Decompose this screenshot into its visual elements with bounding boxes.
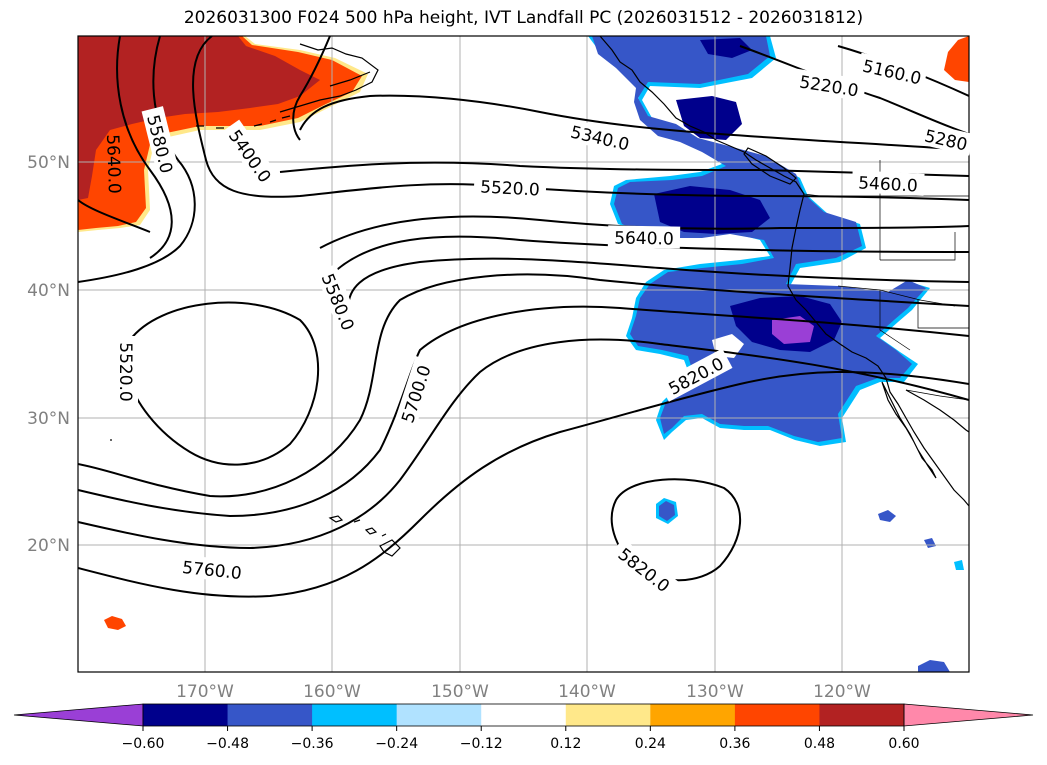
colorbar-tick-label: 0.36 xyxy=(719,736,750,752)
colorbar-arrow-right xyxy=(903,703,1034,727)
negative-ivt-spot-south xyxy=(918,660,950,672)
negative-ivt-spot-mex xyxy=(924,538,936,548)
colorbar-segment xyxy=(312,704,398,726)
contour-label-5640-nw: 5640.0 xyxy=(102,134,124,194)
lon-label-140w: 140°W xyxy=(558,682,616,702)
negative-ivt-core-central xyxy=(654,186,770,234)
lat-label-50n: 50°N xyxy=(27,153,70,173)
colorbar-segment xyxy=(565,704,651,726)
negative-ivt-spot-mex2 xyxy=(954,560,964,570)
colorbar-tick-label: −0.12 xyxy=(460,736,503,752)
lon-label-150w: 150°W xyxy=(431,682,489,702)
lon-label-170w: 170°W xyxy=(176,682,234,702)
latitude-labels: 50°N 40°N 30°N 20°N xyxy=(27,153,70,556)
contour-line xyxy=(78,338,969,550)
contour-label-5640-east: 5640.0 xyxy=(614,228,674,249)
contour-label-5460: 5460.0 xyxy=(858,173,918,196)
negative-ivt-core-north2 xyxy=(700,38,752,58)
colorbar-segment xyxy=(734,704,820,726)
map-title: 2026031300 F024 500 hPa height, IVT Land… xyxy=(183,8,864,28)
colorbar-tick-label: 0.48 xyxy=(804,736,835,752)
contour-label-5220: 5220.0 xyxy=(798,72,860,101)
contour-line xyxy=(192,36,969,201)
mexico-coast xyxy=(905,389,969,433)
lon-label-160w: 160°W xyxy=(303,682,361,702)
colorbar-segment xyxy=(819,704,905,726)
lon-label-130w: 130°W xyxy=(686,682,744,702)
colorbar-tick-label: −0.24 xyxy=(375,736,418,752)
longitude-labels: 170°W 160°W 150°W 140°W 130°W 120°W xyxy=(176,682,871,702)
colorbar-tick-label: −0.36 xyxy=(291,736,334,752)
alaska-coast xyxy=(279,43,379,113)
negative-ivt-spot-hawaii-ne-core xyxy=(659,501,675,521)
colorbar-frame xyxy=(142,703,905,727)
colorbar-tick-label: 0.12 xyxy=(550,736,581,752)
bc-coast xyxy=(599,36,805,195)
contour-line xyxy=(78,273,969,498)
colorbar-segment xyxy=(227,704,313,726)
colorbar-segment xyxy=(481,704,567,726)
baja-california xyxy=(881,381,937,479)
positive-ivt-spot xyxy=(104,616,126,630)
contour-line xyxy=(739,45,969,135)
contour-label-5580-central: 5580.0 xyxy=(317,271,358,334)
lat-label-40n: 40°N xyxy=(27,281,70,301)
lat-label-30n: 30°N xyxy=(27,409,70,429)
lon-label-120w: 120°W xyxy=(813,682,871,702)
contour-label-5520-low: 5520.0 xyxy=(115,342,135,401)
contour-label-5520-north: 5520.0 xyxy=(480,177,540,200)
negative-ivt-spot-east xyxy=(878,510,896,522)
contour-line xyxy=(78,371,969,598)
colorbar-tick-label: 0.60 xyxy=(888,736,919,752)
hawaii-islands xyxy=(328,515,401,557)
vancouver-island xyxy=(743,147,797,185)
us-west-coast xyxy=(787,193,969,507)
closed-low-contour xyxy=(126,301,320,466)
colorbar-segment xyxy=(650,704,736,726)
colorbar-segment xyxy=(143,704,229,726)
negative-ivt-extreme xyxy=(772,316,814,344)
colorbar-tick-label: −0.48 xyxy=(206,736,249,752)
positive-ivt-region-ne xyxy=(944,36,969,82)
colorbar-arrow-left xyxy=(13,703,144,727)
colorbar-tick-label: −0.60 xyxy=(122,736,165,752)
colorbar-segment xyxy=(396,704,482,726)
negative-ivt-core-north xyxy=(676,96,742,140)
map-frame xyxy=(77,35,970,673)
height-contours xyxy=(78,36,969,598)
coastlines xyxy=(110,36,969,557)
lat-label-20n: 20°N xyxy=(27,536,70,556)
positive-ivt-region-nw-strong xyxy=(78,36,320,200)
state-borders xyxy=(837,160,969,401)
contour-line xyxy=(299,94,969,151)
colorbar: −0.60 −0.48 −0.36 −0.24 −0.12 0.12 0.24 0.36 0.4… xyxy=(13,703,1034,752)
colorbar-tick-label: 0.24 xyxy=(635,736,666,752)
contour-line xyxy=(78,199,969,321)
